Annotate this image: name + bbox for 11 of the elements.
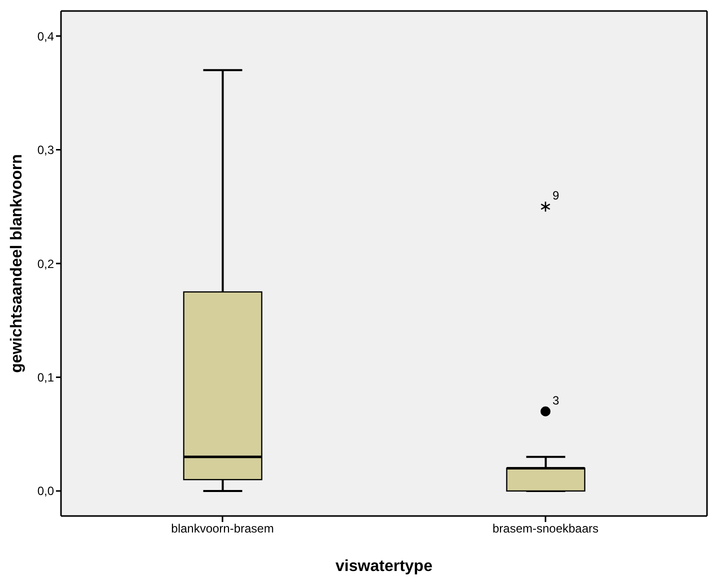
x-axis-title: viswatertype [336, 558, 433, 575]
annotation: 9 [552, 188, 560, 203]
y-tick-label: 0,2 [37, 256, 54, 271]
y-tick-label: 0,1 [37, 370, 54, 384]
x-tick-label: blankvoorn-brasem [171, 522, 274, 536]
y-tick-label: 0,3 [37, 143, 54, 158]
y-axis-title: gewichtsaandeel blankvoorn [8, 154, 26, 373]
y-tick-label: 0,0 [37, 484, 54, 498]
y-tick-label: 0,4 [37, 29, 54, 44]
annotation: 3 [552, 393, 560, 408]
x-tick-label: brasem-snoekbaars [492, 522, 599, 536]
